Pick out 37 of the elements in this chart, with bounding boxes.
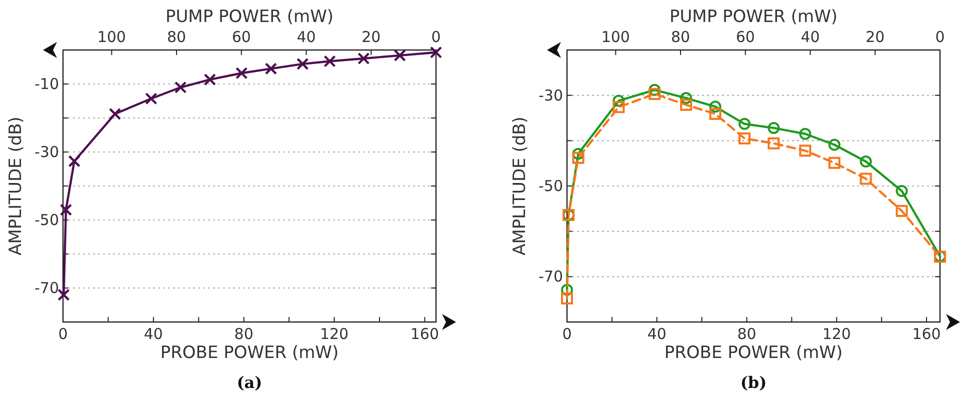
- x2-tick-label: 60: [736, 28, 755, 46]
- x2-tick-label: 0: [431, 28, 441, 46]
- x-tick-label: 120: [320, 325, 349, 343]
- x-tick-label: 0: [58, 325, 68, 343]
- x-tick-label: 160: [410, 325, 440, 343]
- x2-tick-label: 20: [866, 28, 885, 46]
- x-tick-label: 80: [234, 325, 254, 343]
- x-tick-label: 40: [144, 325, 163, 343]
- y-tick-label: -30: [538, 86, 563, 104]
- x2-tick-label: 80: [670, 28, 690, 46]
- x2-tick-label: 40: [296, 28, 316, 46]
- x-tick-label: 0: [562, 325, 572, 343]
- y-axis-title: AMPLITUDE (dB): [510, 116, 530, 256]
- x2-tick-label: 100: [601, 28, 630, 46]
- y-tick-label: -30: [34, 143, 59, 161]
- y-tick-label: -70: [34, 279, 59, 297]
- text: (a): [236, 373, 262, 392]
- x2-tick-label: 20: [362, 28, 381, 46]
- y-axis-title: AMPLITUDE (dB): [6, 116, 26, 256]
- x2-axis-title: PUMP POWER (mW): [669, 7, 838, 27]
- x2-tick-label: 60: [232, 28, 251, 46]
- x-tick-label: 160: [912, 325, 941, 343]
- y-tick-label: -10: [34, 75, 59, 93]
- x-tick-label: 80: [737, 325, 756, 343]
- y-tick-label: -70: [538, 268, 563, 286]
- x-tick-label: 40: [647, 325, 666, 343]
- text: (b): [740, 373, 767, 392]
- x-tick-label: 120: [822, 325, 851, 343]
- x2-tick-label: 100: [97, 28, 126, 46]
- x2-tick-label: 80: [166, 28, 186, 46]
- x-axis-title: PROBE POWER (mW): [664, 343, 843, 363]
- x2-axis-title: PUMP POWER (mW): [165, 7, 334, 27]
- y-tick-label: -50: [538, 177, 563, 195]
- x-axis-title: PROBE POWER (mW): [160, 343, 339, 363]
- x2-tick-label: 0: [935, 28, 945, 46]
- x2-tick-label: 40: [800, 28, 820, 46]
- y-tick-label: -50: [34, 211, 59, 229]
